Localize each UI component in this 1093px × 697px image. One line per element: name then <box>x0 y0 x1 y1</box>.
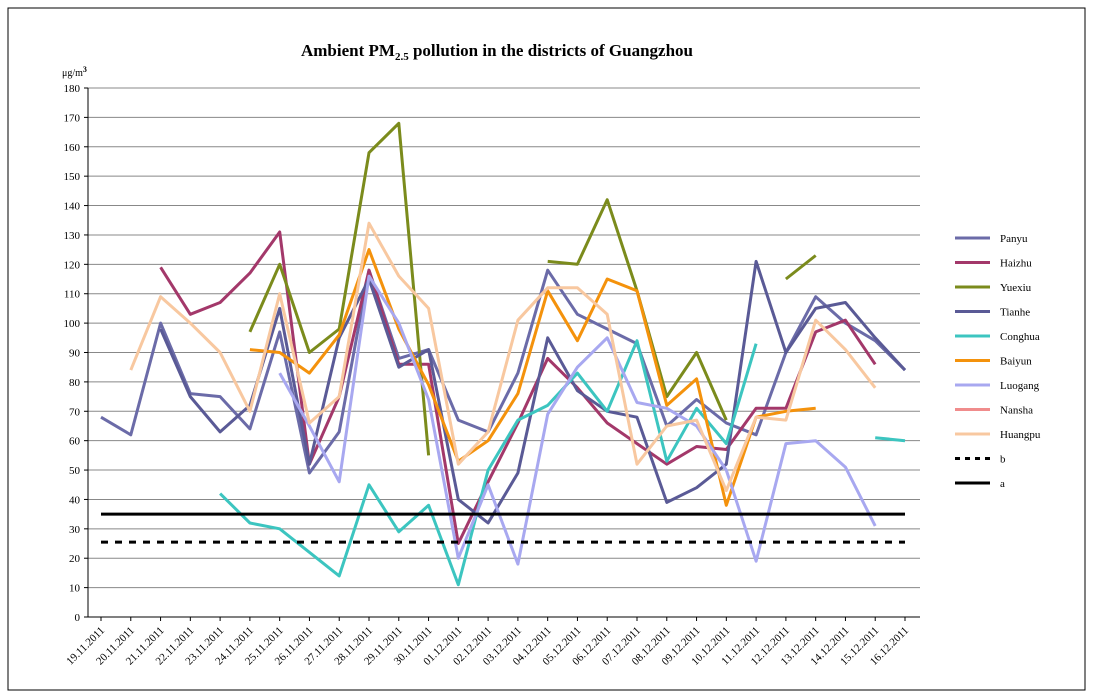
y-unit-sup: 3 <box>83 65 87 74</box>
y-tick-label: 110 <box>64 289 81 301</box>
series-line <box>129 221 877 493</box>
legend-label: Baiyun <box>1000 356 1032 368</box>
y-tick-label: 180 <box>64 83 81 95</box>
y-tick-label: 120 <box>64 259 81 271</box>
y-tick-label: 140 <box>64 201 81 213</box>
series-line <box>159 230 877 545</box>
series-line <box>219 339 906 587</box>
chart-title: Ambient PM2.5 pollution in the districts… <box>301 41 693 63</box>
y-tick-label: 30 <box>69 524 81 536</box>
y-tick-label: 160 <box>64 142 81 154</box>
y-tick-label: 20 <box>69 553 81 565</box>
title-sub: 2.5 <box>395 51 409 63</box>
series-line <box>100 268 907 475</box>
y-tick-label: 150 <box>64 171 81 183</box>
y-unit: μg/m3 <box>62 65 87 79</box>
legend-label: Yuexiu <box>1000 282 1032 294</box>
legend-label: Conghua <box>1000 331 1040 343</box>
y-tick-label: 130 <box>64 230 81 242</box>
title-main: Ambient PM <box>301 41 395 60</box>
series-line <box>159 259 907 525</box>
legend-label: Haizhu <box>1000 258 1032 270</box>
y-unit-base: μg/m <box>62 68 83 79</box>
y-tick-label: 40 <box>69 494 81 506</box>
legend-label: Panyu <box>1000 233 1028 245</box>
y-tick-label: 90 <box>69 348 81 360</box>
legend-label: a <box>1000 478 1005 490</box>
y-tick-label: 0 <box>75 612 81 624</box>
y-tick-label: 170 <box>64 112 81 124</box>
legend-label: Tianhe <box>1000 307 1030 319</box>
y-tick-label: 60 <box>69 436 81 448</box>
legend-label: Luogang <box>1000 380 1040 392</box>
y-tick-label: 10 <box>69 583 81 595</box>
legend-label: b <box>1000 454 1006 466</box>
series-line <box>278 274 877 566</box>
y-tick-label: 50 <box>69 465 81 477</box>
y-tick-label: 80 <box>69 377 81 389</box>
title-rest: pollution in the districts of Guangzhou <box>409 41 693 60</box>
series-line <box>249 248 816 507</box>
y-tick-label: 70 <box>69 406 81 418</box>
frame <box>7 7 1086 691</box>
y-tick-label: 100 <box>64 318 81 330</box>
legend-label: Nansha <box>1000 405 1033 417</box>
legend-label: Huangpu <box>1000 429 1041 441</box>
